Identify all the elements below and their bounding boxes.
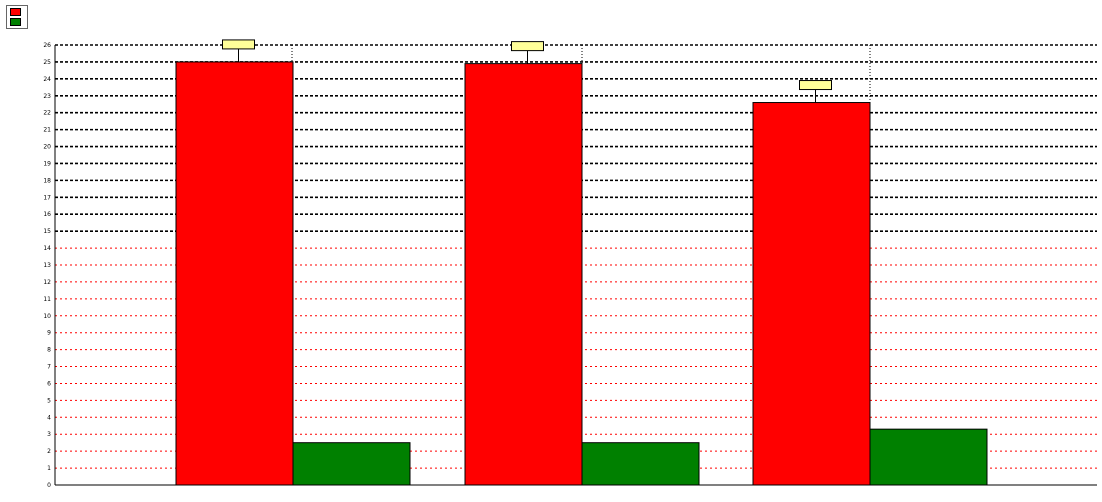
y-tick-label: 23	[43, 93, 51, 100]
data-label-box	[799, 80, 832, 91]
legend-item-green	[10, 17, 24, 27]
y-tick-label: 12	[43, 279, 51, 286]
y-tick-label: 0	[47, 482, 51, 489]
chart-legend	[6, 5, 28, 29]
y-tick-label: 25	[43, 59, 51, 66]
y-tick-label: 15	[43, 228, 51, 235]
bar	[292, 442, 411, 486]
y-tick-label: 4	[47, 414, 51, 421]
y-tick-label: 9	[47, 330, 51, 337]
labels-layer: 0123456789101112131415161718192021222324…	[43, 39, 832, 489]
bar	[752, 102, 871, 486]
y-tick-label: 19	[43, 160, 51, 167]
bars-layer	[175, 61, 988, 486]
y-tick-label: 17	[43, 194, 51, 201]
y-tick-label: 13	[43, 262, 51, 269]
y-tick-label: 1	[47, 465, 51, 472]
y-tick-label: 6	[47, 380, 51, 387]
y-tick-label: 2	[47, 448, 51, 455]
y-tick-label: 20	[43, 144, 51, 151]
y-tick-label: 11	[43, 296, 51, 303]
y-tick-label: 10	[43, 313, 51, 320]
y-tick-label: 3	[47, 431, 51, 438]
y-tick-label: 5	[47, 397, 51, 404]
y-tick-label: 14	[43, 245, 51, 252]
bar	[464, 63, 583, 486]
bar	[175, 61, 294, 486]
y-tick-label: 21	[43, 127, 51, 134]
data-label-box	[511, 41, 544, 52]
y-tick-label: 7	[47, 364, 51, 371]
bar	[581, 442, 700, 486]
data-label-box	[222, 39, 255, 50]
y-tick-label: 16	[43, 211, 51, 218]
y-tick-label: 24	[43, 76, 51, 83]
legend-swatch-green	[10, 18, 21, 26]
y-tick-label: 8	[47, 347, 51, 354]
legend-swatch-red	[10, 8, 21, 16]
y-tick-label: 26	[43, 42, 51, 49]
legend-item-red	[10, 7, 24, 17]
y-tick-label: 22	[43, 110, 51, 117]
y-tick-label: 18	[43, 177, 51, 184]
bar	[869, 428, 988, 486]
